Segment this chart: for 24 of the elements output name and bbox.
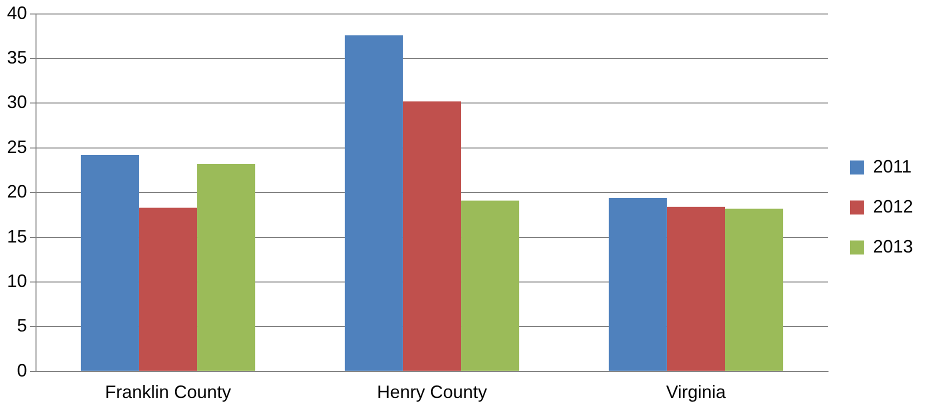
bar bbox=[80, 155, 139, 371]
legend-label: 2013 bbox=[872, 236, 914, 256]
bar bbox=[402, 101, 462, 371]
bar bbox=[138, 208, 198, 371]
legend-label: 2012 bbox=[872, 196, 914, 216]
bar bbox=[344, 35, 403, 371]
y-tick-label: 30 bbox=[6, 92, 28, 112]
y-tick-label: 5 bbox=[17, 316, 28, 336]
y-tick-label: 20 bbox=[6, 182, 28, 202]
y-tick-label: 25 bbox=[6, 136, 28, 157]
y-tick-label: 0 bbox=[17, 360, 28, 380]
y-tick-label: 10 bbox=[6, 270, 28, 291]
y-tick-label: 35 bbox=[6, 47, 28, 68]
y-tick-label: 40 bbox=[6, 2, 28, 23]
bar bbox=[666, 206, 726, 371]
bar bbox=[608, 198, 667, 371]
legend-label: 2011 bbox=[872, 156, 912, 176]
x-tick-label: Henry County bbox=[376, 382, 488, 402]
y-tick-label: 15 bbox=[6, 226, 28, 246]
bar bbox=[725, 208, 784, 371]
bar bbox=[461, 200, 520, 371]
x-tick-label: Franklin County bbox=[104, 382, 232, 402]
x-tick-label: Virginia bbox=[666, 382, 727, 402]
bar bbox=[197, 164, 256, 371]
